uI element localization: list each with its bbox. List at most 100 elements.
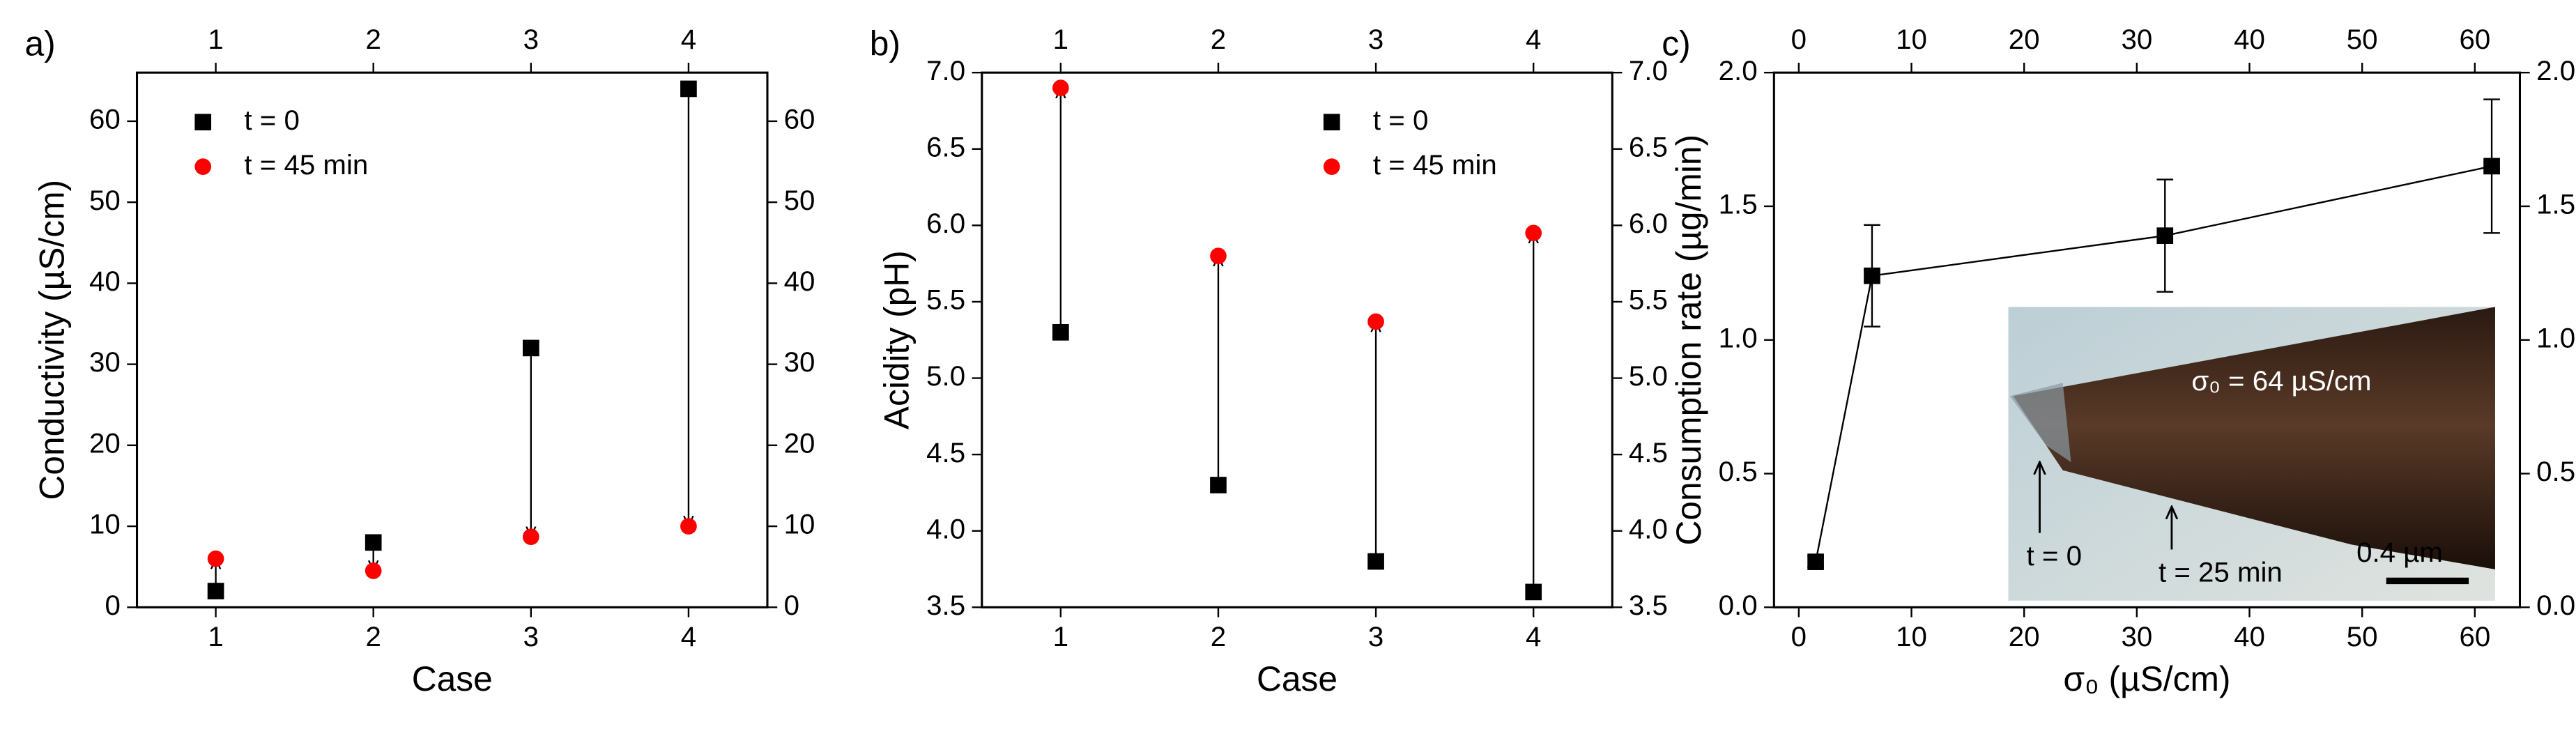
y-tick-label-right: 4.5 <box>1629 437 1668 468</box>
x-tick-label-top: 2 <box>365 24 381 55</box>
y-axis-label: Conductivity (µS/cm) <box>32 180 71 500</box>
point <box>680 518 697 535</box>
x-tick-label-top: 3 <box>523 24 539 55</box>
y-tick-label-right: 2.0 <box>2536 55 2575 86</box>
inset-photo: σ₀ = 64 µS/cm t = 0 t = 25 min 0.4 µm <box>2008 307 2495 601</box>
plot-frame <box>981 71 1613 608</box>
y-tick-label: 20 <box>89 427 121 459</box>
point <box>1052 79 1069 96</box>
point <box>365 562 382 579</box>
x-tick-label: 50 <box>2347 621 2378 652</box>
y-tick-label-right: 50 <box>784 185 815 216</box>
y-tick-label-right: 1.0 <box>2536 322 2575 353</box>
y-tick-label: 0.5 <box>1719 456 1758 487</box>
x-tick-label: 2 <box>1211 621 1226 652</box>
y-tick-label: 10 <box>89 509 121 540</box>
point <box>2156 227 2174 244</box>
y-tick-label: 5.0 <box>926 360 965 392</box>
x-tick-label-top: 4 <box>681 24 696 55</box>
x-tick-label-top: 2 <box>1211 24 1226 55</box>
x-tick-label-top: 4 <box>1526 24 1541 55</box>
x-tick-label: 1 <box>208 621 223 652</box>
y-tick-label-right: 1.5 <box>2536 189 2575 220</box>
point <box>1210 247 1227 265</box>
point <box>1052 323 1069 341</box>
x-tick-label-top: 1 <box>208 24 223 55</box>
y-tick-label: 0 <box>105 590 120 621</box>
y-tick-label: 3.5 <box>926 590 965 621</box>
panel-label: a) <box>25 24 56 63</box>
legend-label: t = 0 <box>244 105 299 136</box>
y-tick-label: 4.0 <box>926 513 965 544</box>
x-axis-label: Case <box>412 659 493 698</box>
tip-cone <box>2013 307 2495 569</box>
y-tick-label-right: 30 <box>784 346 815 378</box>
legend-symbol <box>1323 158 1340 175</box>
y-tick-label-right: 40 <box>784 266 815 297</box>
x-tick-label: 10 <box>1896 621 1927 652</box>
x-tick-label: 3 <box>523 621 539 652</box>
y-tick-label: 5.5 <box>926 284 965 316</box>
x-tick-label: 30 <box>2121 621 2152 652</box>
x-tick-label: 3 <box>1368 621 1383 652</box>
y-tick-label-right: 60 <box>784 104 815 135</box>
tip-end <box>2009 383 2071 462</box>
x-tick-label: 4 <box>681 621 696 652</box>
point <box>522 528 539 546</box>
point <box>365 534 382 551</box>
x-tick-label: 20 <box>2009 621 2040 652</box>
y-tick-label: 4.5 <box>926 437 965 468</box>
point <box>207 550 224 567</box>
y-tick-label: 1.5 <box>1719 189 1758 220</box>
x-tick-label: 40 <box>2234 621 2265 652</box>
point <box>522 339 539 357</box>
point <box>1807 553 1824 570</box>
x-tick-label-top: 0 <box>1791 24 1807 55</box>
legend-symbol <box>194 158 212 175</box>
y-tick-label-right: 7.0 <box>1629 55 1668 86</box>
y-tick-label: 60 <box>89 104 121 135</box>
legend-symbol <box>194 114 212 131</box>
y-tick-label-right: 0 <box>784 590 799 621</box>
y-tick-label-right: 0.5 <box>2536 456 2575 487</box>
x-axis-label: σ₀ (µS/cm) <box>2063 659 2230 698</box>
x-tick-label-top: 40 <box>2234 24 2265 55</box>
point <box>1367 553 1384 570</box>
y-tick-label: 2.0 <box>1719 55 1758 86</box>
scale-bar-label: 0.4 µm <box>2356 537 2443 568</box>
panel-label: c) <box>1662 24 1690 63</box>
x-tick-label: 2 <box>365 621 381 652</box>
legend-label: t = 0 <box>1373 105 1428 136</box>
point <box>1525 224 1542 242</box>
y-tick-label: 6.5 <box>926 131 965 162</box>
x-tick-label-top: 60 <box>2459 24 2490 55</box>
annotation: t = 0 <box>2027 540 2082 572</box>
annotation: σ₀ = 64 µS/cm <box>2191 365 2371 397</box>
panel-label: b) <box>870 24 900 63</box>
series-line <box>1814 165 2492 562</box>
x-tick-label-top: 1 <box>1053 24 1068 55</box>
point <box>2483 158 2500 175</box>
y-tick-label-right: 10 <box>784 509 815 540</box>
y-tick-label-right: 0.0 <box>2536 590 2575 621</box>
x-tick-label-top: 50 <box>2347 24 2378 55</box>
x-tick-label-top: 30 <box>2121 24 2152 55</box>
x-tick-label: 4 <box>1526 621 1541 652</box>
legend-label: t = 45 min <box>1373 149 1497 181</box>
y-tick-label-right: 4.0 <box>1629 513 1668 544</box>
y-axis-label: Acidity (pH) <box>877 250 917 429</box>
legend-symbol <box>1323 114 1340 131</box>
point <box>1367 313 1384 330</box>
y-tick-label-right: 5.0 <box>1629 360 1668 392</box>
y-tick-label-right: 3.5 <box>1629 590 1668 621</box>
y-tick-label-right: 6.5 <box>1629 131 1668 162</box>
point <box>1525 583 1542 601</box>
y-tick-label: 1.0 <box>1719 322 1758 353</box>
y-tick-label-right: 6.0 <box>1629 208 1668 239</box>
plot-frame <box>135 71 769 608</box>
y-axis-label: Consumption rate (µg/min) <box>1669 135 1708 546</box>
x-tick-label-top: 10 <box>1896 24 1927 55</box>
y-tick-label: 7.0 <box>926 55 965 86</box>
y-tick-label: 40 <box>89 266 121 297</box>
